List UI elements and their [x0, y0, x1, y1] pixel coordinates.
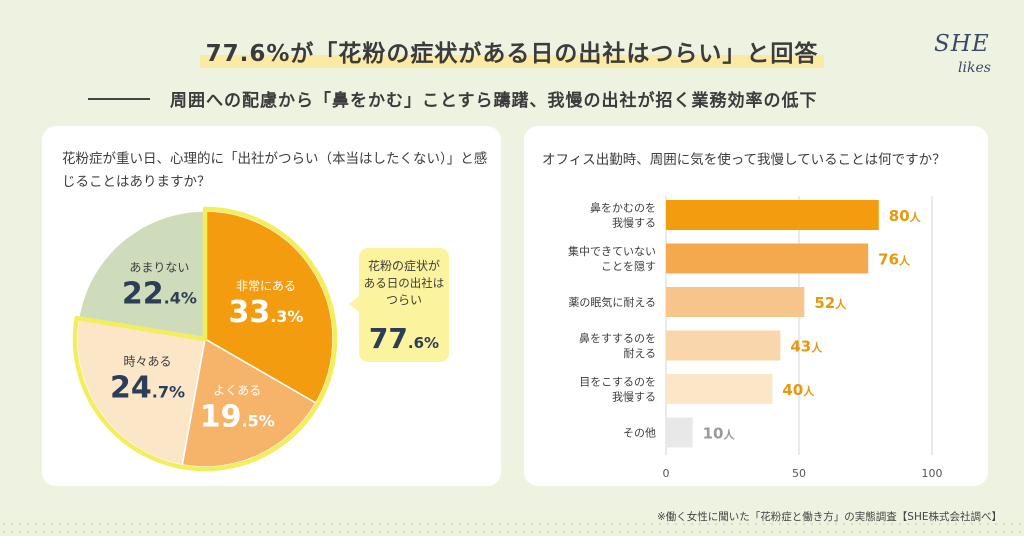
bar-value-label: 76人 — [878, 251, 911, 269]
bar-category-label: 鼻をかむのを — [590, 201, 656, 215]
pie-slice-label: あまりない — [129, 260, 189, 274]
x-tick-label: 0 — [663, 467, 670, 480]
pie-panel: 花粉症が重い日、心理的に「出社がつらい（本当はしたくない）」と感じることはありま… — [42, 126, 501, 486]
pie-slice — [77, 210, 206, 340]
bar-value-label: 10人 — [703, 425, 736, 443]
bar-category-label: 鼻をすするのを — [579, 331, 656, 345]
pie-slice-label: 時々ある — [123, 355, 171, 369]
pie-slice-value: 22.4% — [122, 276, 197, 311]
bottom-dot-pattern — [0, 520, 1024, 536]
bar — [666, 287, 805, 317]
logo-main-text: SHE — [934, 31, 990, 57]
bar-value-label: 52人 — [814, 294, 847, 312]
logo-sub-text: likes — [958, 60, 991, 76]
pie-slice-value: 24.7% — [110, 371, 185, 406]
pie-slice-label: よくある — [213, 384, 261, 398]
pie-slice-value: 33.3% — [228, 295, 303, 330]
bar-category-label: 薬の眠気に耐える — [568, 295, 656, 309]
page-subtitle: 周囲への配慮から「鼻をかむ」ことすら躊躇、我慢の出社が招く業務効率の低下 — [170, 91, 818, 111]
bar — [666, 330, 781, 361]
bar-category-label: 耐える — [623, 347, 656, 360]
bar — [666, 243, 869, 274]
page-title: 77.6%が「花粉の症状がある日の出社はつらい」と回答 — [199, 34, 825, 68]
subtitle-rule — [88, 98, 150, 100]
bar-category-label: 集中できていない — [568, 244, 656, 258]
bar-category-label: ことを隠す — [601, 260, 656, 273]
subtitle-row: 周囲への配慮から「鼻をかむ」ことすら躊躇、我慢の出社が招く業務効率の低下 — [88, 86, 968, 112]
bar — [666, 374, 773, 404]
callout-value: 77.6% — [369, 322, 439, 355]
bar-value-label: 40人 — [782, 381, 815, 399]
bar-category-label: その他 — [623, 427, 656, 440]
callout-text: 花粉の症状が — [368, 258, 440, 273]
pie-chart: 非常にある 33.3% よくある 19.5% 時々ある 24.7% あまりない 22.4% 花粉… — [72, 206, 449, 472]
she-likes-logo: SHE likes — [934, 31, 994, 87]
callout-text: ある日の出社は — [364, 276, 445, 290]
bar — [666, 417, 693, 448]
x-tick-label: 100 — [922, 467, 943, 480]
bar-category-label: 我慢する — [612, 217, 656, 230]
pie-slice-value: 19.5% — [200, 400, 275, 435]
bar-category-label: 我慢する — [612, 391, 656, 404]
bar — [666, 200, 879, 230]
x-tick-label: 50 — [792, 467, 806, 480]
bar-value-label: 80人 — [889, 207, 922, 225]
callout-text: つらい — [386, 293, 422, 307]
title-wrap: 77.6%が「花粉の症状がある日の出社はつらい」と回答 — [0, 34, 1024, 68]
pie-slice-label: 非常にある — [236, 279, 296, 293]
pie-highlight-outline — [72, 206, 338, 472]
bar-value-label: 43人 — [790, 338, 823, 356]
bar-question: オフィス出勤時、周囲に気を使って我慢していることは何ですか？ — [542, 152, 946, 168]
bar-category-label: 目をこするのを — [579, 376, 656, 389]
callout-box — [349, 248, 449, 362]
pie-question: 花粉症が重い日、心理的に「出社がつらい（本当はしたくない）」と感じることはありま… — [62, 151, 488, 190]
bar-panel: オフィス出勤時、周囲に気を使って我慢していることは何ですか？ 0 50 100 鼻をか… — [524, 126, 988, 486]
